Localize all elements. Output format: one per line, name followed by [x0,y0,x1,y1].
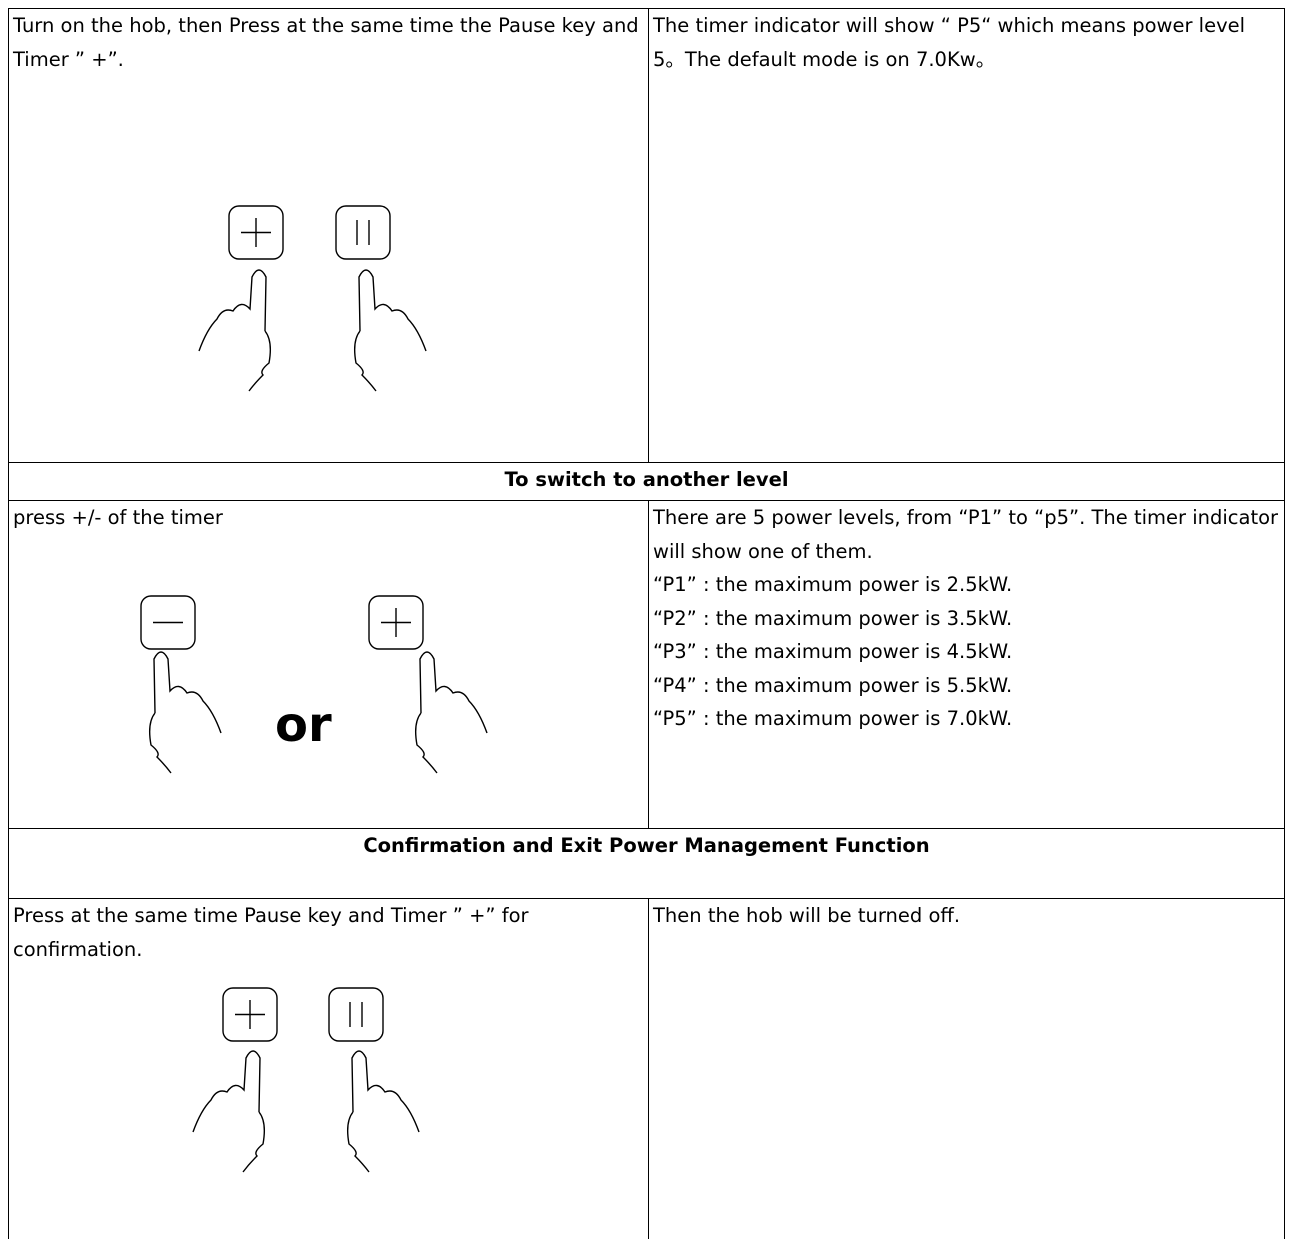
cell-text: “P2” : the maximum power is 3.5kW. [653,606,1013,630]
or-label: or [275,697,332,753]
cell-text: Then the hob will be turned off. [653,904,961,927]
cell: The timer indicator will show “ P5“ whic… [648,8,1285,463]
cell: There are 5 power levels, from “P1” to “… [648,500,1285,829]
illustration [192,987,420,1173]
cell-text: Press at the same time Pause key and Tim… [13,904,529,961]
illustration [198,205,427,392]
row: press +/- of the timer or There are 5 po… [8,500,1285,829]
row: Press at the same time Pause key and Tim… [8,898,1285,1239]
cell: Press at the same time Pause key and Tim… [8,898,649,1239]
cell: press +/- of the timer or [8,500,649,829]
cell-text: There are 5 power levels, from “P1” to “… [653,506,1279,563]
cell-text: The timer indicator will show “ P5“ whic… [653,14,1246,71]
cell-text: “P1” : the maximum power is 2.5kW. [653,573,1013,596]
row: Confirmation and Exit Power Management F… [8,828,1285,899]
cell-text: “P5” : the maximum power is 7.0kW. [653,707,1013,730]
cell-text: “P4” : the maximum power is 5.5kW. [653,673,1013,697]
cell-text: “P3” : the maximum power is 4.5kW. [653,640,1013,663]
illustration [140,595,488,774]
cell-text: Turn on the hob, then Press at the same … [13,14,639,71]
row: Turn on the hob, then Press at the same … [8,8,1285,463]
cell-text: press +/- of the timer [13,506,223,529]
section-heading: Confirmation and Exit Power Management F… [8,828,1285,899]
cell: Then the hob will be turned off. [648,898,1285,1239]
cell: Turn on the hob, then Press at the same … [8,8,649,463]
section-heading: To switch to another level [8,462,1285,501]
instruction-table: Turn on the hob, then Press at the same … [8,8,1285,1239]
row: To switch to another level [8,462,1285,501]
